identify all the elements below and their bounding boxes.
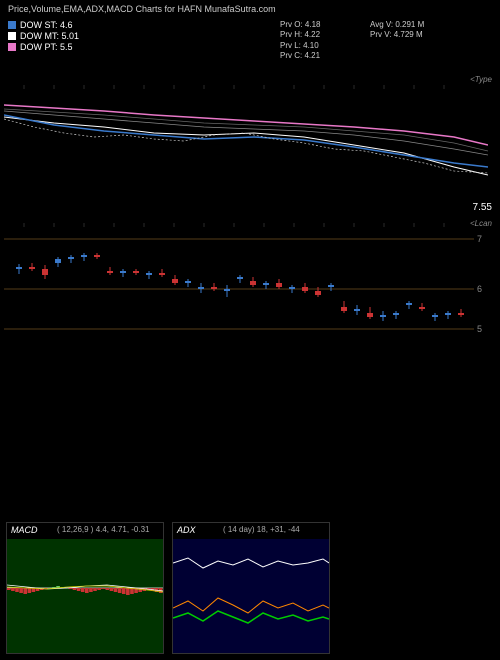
main-price-chart: <Type 7.55 bbox=[4, 75, 496, 215]
legend-color-mt bbox=[8, 32, 16, 40]
volume-spacer bbox=[0, 343, 500, 503]
adx-svg bbox=[173, 523, 329, 653]
candle-axis-label: <Lcan bbox=[470, 219, 492, 228]
legend-label-mt: DOW MT: 5.01 bbox=[20, 31, 79, 41]
svg-text:5: 5 bbox=[477, 324, 482, 334]
main-axis-label: <Type bbox=[470, 75, 492, 84]
macd-panel: MACD ( 12,26,9 ) 4.4, 4.71, -0.31 bbox=[6, 522, 164, 654]
legend-container: DOW ST: 4.6 DOW MT: 5.01 DOW PT: 5.5 bbox=[0, 18, 500, 55]
svg-text:7: 7 bbox=[477, 234, 482, 244]
legend-item-pt: DOW PT: 5.5 bbox=[8, 42, 492, 52]
prev-close: Prv C: 4.21 bbox=[280, 51, 320, 61]
adx-params: ( 14 day) 18, +31, -44 bbox=[223, 525, 300, 534]
prev-volume: Prv V: 4.729 M bbox=[370, 30, 424, 40]
prev-open: Prv O: 4.18 bbox=[280, 20, 320, 30]
svg-text:6: 6 bbox=[477, 284, 482, 294]
prev-low: Prv L: 4.10 bbox=[280, 41, 320, 51]
main-chart-svg bbox=[4, 75, 488, 215]
macd-svg bbox=[7, 523, 163, 653]
avg-volume: Avg V: 0.291 M bbox=[370, 20, 424, 30]
candle-chart: <Lcan 7 6 5 bbox=[4, 219, 496, 339]
last-price-label: 7.55 bbox=[473, 202, 492, 213]
prev-high: Prv H: 4.22 bbox=[280, 30, 320, 40]
macd-label: MACD bbox=[11, 525, 38, 535]
adx-label: ADX bbox=[177, 525, 196, 535]
indicator-row: MACD ( 12,26,9 ) 4.4, 4.71, -0.31 ADX ( … bbox=[4, 520, 332, 656]
legend-label-pt: DOW PT: 5.5 bbox=[20, 42, 73, 52]
legend-color-pt bbox=[8, 43, 16, 51]
adx-panel: ADX ( 14 day) 18, +31, -44 bbox=[172, 522, 330, 654]
candle-chart-svg: 7 6 5 bbox=[4, 219, 488, 339]
macd-params: ( 12,26,9 ) 4.4, 4.71, -0.31 bbox=[57, 525, 150, 534]
legend-label-st: DOW ST: 4.6 bbox=[20, 20, 73, 30]
volume-info: Avg V: 0.291 M Prv V: 4.729 M bbox=[370, 20, 424, 41]
legend-color-st bbox=[8, 21, 16, 29]
prev-ohlc: Prv O: 4.18 Prv H: 4.22 Prv L: 4.10 Prv … bbox=[280, 20, 320, 62]
chart-title: Price,Volume,EMA,ADX,MACD Charts for HAF… bbox=[0, 0, 500, 18]
